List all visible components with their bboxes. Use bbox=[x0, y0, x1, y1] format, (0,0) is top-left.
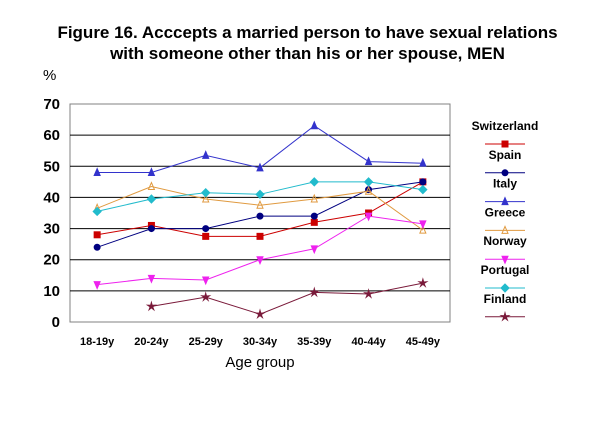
data-point-switzerland bbox=[310, 218, 318, 226]
data-point-italy bbox=[310, 120, 319, 130]
legend-marker-portugal bbox=[500, 283, 510, 293]
data-point-spain bbox=[310, 212, 318, 220]
data-point-norway bbox=[201, 276, 210, 286]
data-point-italy bbox=[364, 156, 373, 166]
legend-label-finland: Finland bbox=[484, 292, 527, 306]
legend-marker-greece bbox=[501, 225, 509, 234]
data-point-italy bbox=[256, 162, 264, 172]
data-point-spain bbox=[256, 212, 264, 220]
data-point-portugal bbox=[255, 189, 265, 200]
series-line-greece bbox=[96, 185, 424, 231]
data-point-norway bbox=[147, 274, 156, 284]
legend-label-portugal: Portugal bbox=[481, 263, 530, 277]
y-tick-label: 20 bbox=[43, 252, 60, 269]
y-tick-label: 50 bbox=[43, 158, 60, 175]
data-point-greece bbox=[310, 193, 319, 203]
data-point-switzerland bbox=[256, 232, 264, 240]
data-point-finland bbox=[200, 291, 212, 302]
data-point-portugal bbox=[309, 177, 319, 187]
data-point-spain bbox=[147, 225, 155, 233]
x-tick-label: 35-39y bbox=[297, 336, 332, 348]
plot-area bbox=[69, 103, 451, 323]
x-tick-label: 18-19y bbox=[80, 336, 115, 348]
y-tick-label: 60 bbox=[43, 127, 60, 144]
legend-marker-spain bbox=[501, 169, 509, 177]
x-tick-label: 25-29y bbox=[189, 336, 224, 348]
data-point-norway bbox=[364, 212, 373, 222]
legend-label-norway: Norway bbox=[483, 234, 527, 248]
data-point-spain bbox=[93, 243, 101, 251]
legend-marker-finland bbox=[499, 310, 511, 322]
data-point-switzerland bbox=[202, 232, 210, 240]
data-point-greece bbox=[147, 181, 156, 191]
legend-marker-switzerland bbox=[501, 140, 509, 148]
legend-marker-norway bbox=[501, 255, 509, 265]
data-point-portugal bbox=[418, 184, 428, 195]
legend-label-italy: Italy bbox=[493, 177, 517, 191]
y-tick-label: 40 bbox=[43, 189, 60, 206]
data-point-greece bbox=[364, 185, 373, 195]
data-point-portugal bbox=[146, 194, 157, 204]
y-tick-label: 0 bbox=[52, 314, 60, 331]
data-point-portugal bbox=[201, 188, 211, 198]
legend-marker-italy bbox=[501, 196, 509, 206]
data-point-italy bbox=[201, 150, 210, 159]
y-tick-label: 30 bbox=[43, 221, 60, 238]
data-point-greece bbox=[256, 199, 264, 209]
data-point-spain bbox=[202, 225, 210, 233]
y-axis-unit-label: % bbox=[43, 67, 56, 84]
data-point-italy bbox=[419, 157, 427, 167]
x-tick-label: 20-24y bbox=[134, 336, 169, 348]
data-point-norway bbox=[310, 245, 319, 255]
data-point-norway bbox=[419, 220, 427, 230]
data-point-finland bbox=[362, 288, 375, 299]
x-tick-label: 40-44y bbox=[351, 336, 386, 348]
data-point-finland bbox=[308, 286, 320, 298]
data-point-switzerland bbox=[93, 231, 101, 239]
data-point-norway bbox=[256, 256, 264, 265]
data-point-spain bbox=[419, 178, 427, 186]
legend-label-switzerland: Switzerland bbox=[472, 119, 539, 133]
data-point-greece bbox=[419, 224, 427, 234]
x-tick-label: 30-34y bbox=[243, 336, 278, 348]
data-point-norway bbox=[93, 281, 101, 290]
data-point-finland bbox=[145, 300, 158, 312]
series-line-finland bbox=[151, 282, 423, 315]
legend-label-spain: Spain bbox=[489, 148, 522, 162]
data-point-portugal bbox=[363, 177, 374, 187]
data-point-italy bbox=[93, 167, 101, 177]
y-tick-label: 70 bbox=[43, 96, 60, 113]
legend-label-greece: Greece bbox=[485, 205, 526, 219]
x-tick-label: 45-49y bbox=[406, 336, 441, 348]
y-tick-label: 10 bbox=[43, 283, 60, 300]
x-axis-label: Age group bbox=[225, 354, 294, 371]
data-point-finland bbox=[254, 308, 266, 320]
chart-title-line-1: Figure 16. Acccepts a married person to … bbox=[57, 23, 558, 42]
data-point-portugal bbox=[92, 206, 102, 217]
chart-title-line-2: with someone other than his or her spous… bbox=[110, 44, 505, 63]
data-point-greece bbox=[201, 193, 210, 203]
data-point-finland bbox=[417, 277, 429, 288]
data-point-italy bbox=[147, 167, 156, 177]
